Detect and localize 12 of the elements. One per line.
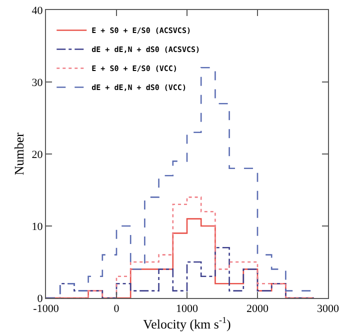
y-tick-label: 20 (32, 148, 44, 161)
y-axis-title: Number (12, 132, 27, 176)
x-tick-label: 0 (114, 303, 120, 316)
x-tick-label: -1000 (33, 303, 60, 316)
y-tick-label: 0 (37, 292, 44, 305)
y-tick-label: 10 (32, 220, 44, 233)
y-tick-label: 40 (32, 4, 44, 17)
y-tick-label: 30 (32, 76, 44, 89)
x-axis-title: Velocity (km s$^{-1}$) (143, 315, 231, 332)
x-tick-label: 2000 (246, 303, 269, 316)
x-tick-label: 3000 (317, 303, 340, 316)
x-tick-label: 1000 (176, 303, 198, 316)
